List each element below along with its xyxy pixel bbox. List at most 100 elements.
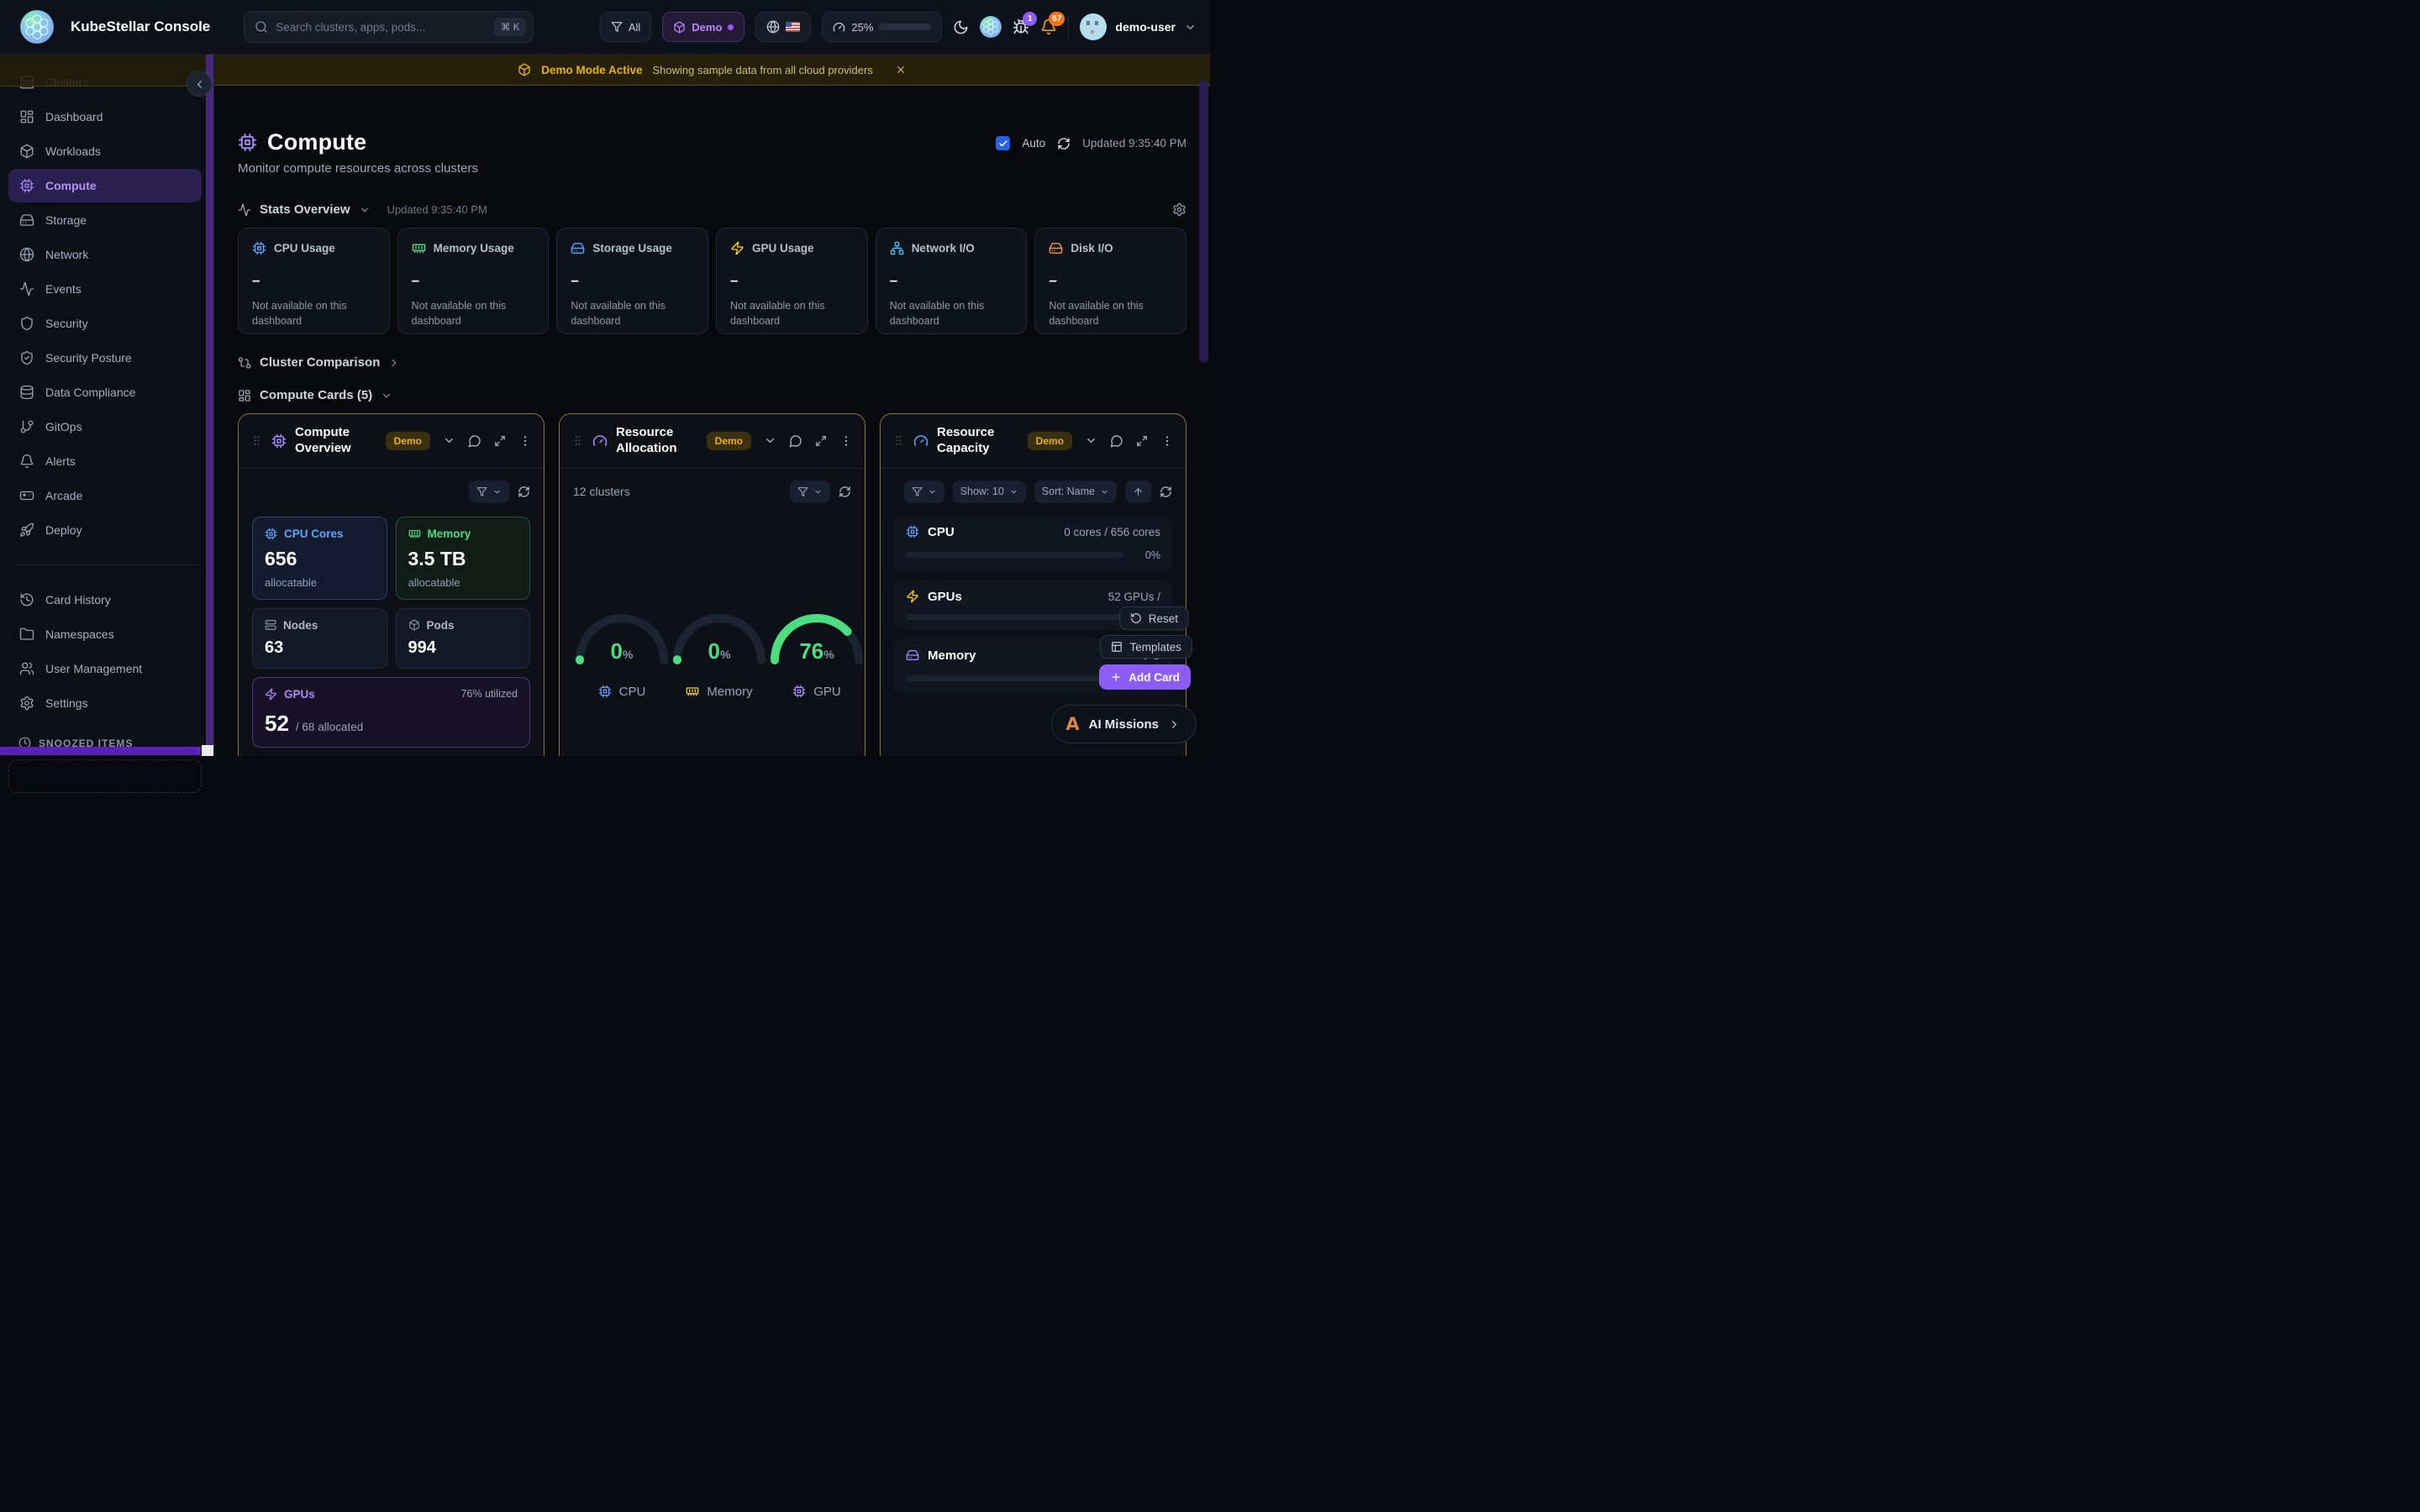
debug-button[interactable]: 1 xyxy=(1013,12,1038,35)
gauge-gpu: 76% GPU xyxy=(768,611,865,699)
drag-handle[interactable] xyxy=(250,434,263,447)
sidebar-item-settings[interactable]: Settings xyxy=(8,686,202,720)
sidebar-item-user-management[interactable]: User Management xyxy=(8,652,202,685)
sidebar-item-storage[interactable]: Storage xyxy=(8,203,202,237)
gear-icon xyxy=(1172,202,1186,217)
zoom-slider[interactable] xyxy=(879,24,932,30)
nodes-tile[interactable]: Nodes 63 xyxy=(252,607,387,669)
expand-icon[interactable] xyxy=(1136,435,1148,447)
show-count-dropdown[interactable]: Show: 10 xyxy=(952,480,1026,503)
sidebar-item-security[interactable]: Security xyxy=(8,307,202,340)
cluster-comparison-link[interactable]: Cluster Comparison xyxy=(238,355,1186,370)
more-options-icon[interactable] xyxy=(1160,434,1174,448)
card-refresh-button[interactable] xyxy=(839,486,851,498)
sidebar-collapse-button[interactable] xyxy=(187,71,212,97)
assistant-button[interactable]: ✦ xyxy=(980,16,1002,38)
harddrive-icon xyxy=(571,241,585,255)
search-bar[interactable]: ⌘ K xyxy=(244,11,534,43)
sidebar-item-label: User Management xyxy=(45,662,143,675)
expand-icon[interactable] xyxy=(815,435,827,447)
sidebar-item-data-compliance[interactable]: Data Compliance xyxy=(8,375,202,409)
sidebar-item-security-posture[interactable]: Security Posture xyxy=(8,341,202,375)
zoom-control[interactable]: 25% xyxy=(822,12,943,42)
cpu-icon xyxy=(238,133,257,152)
memory-tile[interactable]: Memory 3.5 TB allocatable xyxy=(395,516,530,600)
sidebar-item-network[interactable]: Network xyxy=(8,238,202,271)
sidebar-item-clusters[interactable]: Clusters xyxy=(8,66,202,99)
gpus-value: 52 xyxy=(265,710,289,736)
expand-icon[interactable] xyxy=(494,435,506,447)
sidebar-item-dashboard[interactable]: Dashboard xyxy=(8,100,202,134)
more-options-icon[interactable] xyxy=(518,434,532,448)
card-refresh-button[interactable] xyxy=(518,486,530,498)
search-input[interactable] xyxy=(276,20,487,34)
stat-card-network-i-o[interactable]: Network I/O – Not available on this dashbo… xyxy=(875,228,1028,334)
gamepad-icon xyxy=(19,488,34,503)
card-title: Resource Allocation xyxy=(616,425,677,455)
comment-icon[interactable] xyxy=(468,434,481,448)
refresh-icon xyxy=(1057,137,1071,150)
ai-missions-button[interactable]: A AI Missions xyxy=(1051,705,1197,743)
refresh-button[interactable] xyxy=(1057,137,1071,150)
drag-handle[interactable] xyxy=(571,434,584,447)
chevron-down-icon[interactable] xyxy=(359,204,371,216)
sidebar-item-deploy[interactable]: Deploy xyxy=(8,513,202,547)
stat-card-cpu-usage[interactable]: CPU Usage – Not available on this dashboar… xyxy=(238,228,390,334)
cpu-cores-tile[interactable]: CPU Cores 656 allocatable xyxy=(252,516,387,600)
comment-icon[interactable] xyxy=(789,434,802,448)
more-options-icon[interactable] xyxy=(839,434,853,448)
chevron-down-icon[interactable] xyxy=(764,434,776,447)
stats-overview-label[interactable]: Stats Overview xyxy=(260,202,350,217)
sidebar-item-label: Deploy xyxy=(45,523,82,537)
sidebar-item-namespaces[interactable]: Namespaces xyxy=(8,617,202,651)
stat-card-memory-usage[interactable]: Memory Usage – Not available on this dashb… xyxy=(397,228,550,334)
chevron-down-icon[interactable] xyxy=(443,434,455,447)
banner-close-button[interactable] xyxy=(895,64,907,76)
card-filter-button[interactable] xyxy=(903,480,944,503)
card-refresh-button[interactable] xyxy=(1160,486,1172,498)
sidebar-item-arcade[interactable]: Arcade xyxy=(8,479,202,512)
drag-handle[interactable] xyxy=(892,434,905,447)
capacity-label: GPUs xyxy=(928,589,962,604)
demo-mode-button[interactable]: Demo xyxy=(662,12,745,42)
stat-value: – xyxy=(730,272,739,288)
scrollbar-corner xyxy=(202,745,213,756)
sidebar-item-compute[interactable]: Compute xyxy=(8,169,202,202)
templates-button[interactable]: Templates xyxy=(1100,635,1192,659)
pods-tile[interactable]: Pods 994 xyxy=(395,607,530,669)
gpus-tile[interactable]: GPUs 76% utilized 52 / 68 allocated xyxy=(252,676,530,748)
main-scrollbar[interactable] xyxy=(1199,80,1208,363)
comment-icon[interactable] xyxy=(1110,434,1123,448)
stat-card-gpu-usage[interactable]: GPU Usage – Not available on this dashboar… xyxy=(716,228,868,334)
card-filter-button[interactable] xyxy=(469,480,509,503)
stat-card-storage-usage[interactable]: Storage Usage – Not available on this dash… xyxy=(556,228,709,334)
sidebar-vertical-scrollbar[interactable] xyxy=(206,55,213,746)
sidebar-item-gitops[interactable]: GitOps xyxy=(8,410,202,444)
user-menu[interactable]: demo-user xyxy=(1080,13,1197,40)
funnel-icon xyxy=(476,486,487,497)
sidebar-item-workloads[interactable]: Workloads xyxy=(8,134,202,168)
card-filter-button[interactable] xyxy=(790,480,830,503)
gauge-label: GPU xyxy=(813,684,841,699)
auto-refresh-checkbox[interactable] xyxy=(996,136,1011,150)
notifications-button[interactable]: 67 xyxy=(1040,12,1065,35)
filter-all-button[interactable]: All xyxy=(599,12,652,42)
sidebar-item-events[interactable]: Events xyxy=(8,272,202,306)
stat-card-disk-i-o[interactable]: Disk I/O – Not available on this dashboard xyxy=(1034,228,1187,334)
dark-mode-toggle[interactable] xyxy=(953,19,969,35)
language-button[interactable] xyxy=(755,12,812,42)
sidebar-item-card-history[interactable]: Card History xyxy=(8,583,202,617)
compute-cards-toggle[interactable]: Compute Cards (5) xyxy=(238,388,1186,402)
sidebar-item-alerts[interactable]: Alerts xyxy=(8,444,202,478)
sort-dropdown[interactable]: Sort: Name xyxy=(1034,480,1117,503)
sidebar-horizontal-scrollbar[interactable] xyxy=(0,747,201,755)
chevron-down-icon[interactable] xyxy=(1085,434,1097,447)
add-card-button[interactable]: Add Card xyxy=(1099,664,1191,690)
search-icon xyxy=(255,20,268,34)
reset-button[interactable]: Reset xyxy=(1118,606,1189,630)
stats-settings-button[interactable] xyxy=(1172,202,1186,217)
capacity-row-cpu[interactable]: CPU 0 cores / 656 cores 0% xyxy=(894,514,1172,571)
harddrive-icon xyxy=(19,213,34,228)
activity-icon xyxy=(19,281,34,297)
sort-direction-button[interactable] xyxy=(1125,480,1151,503)
